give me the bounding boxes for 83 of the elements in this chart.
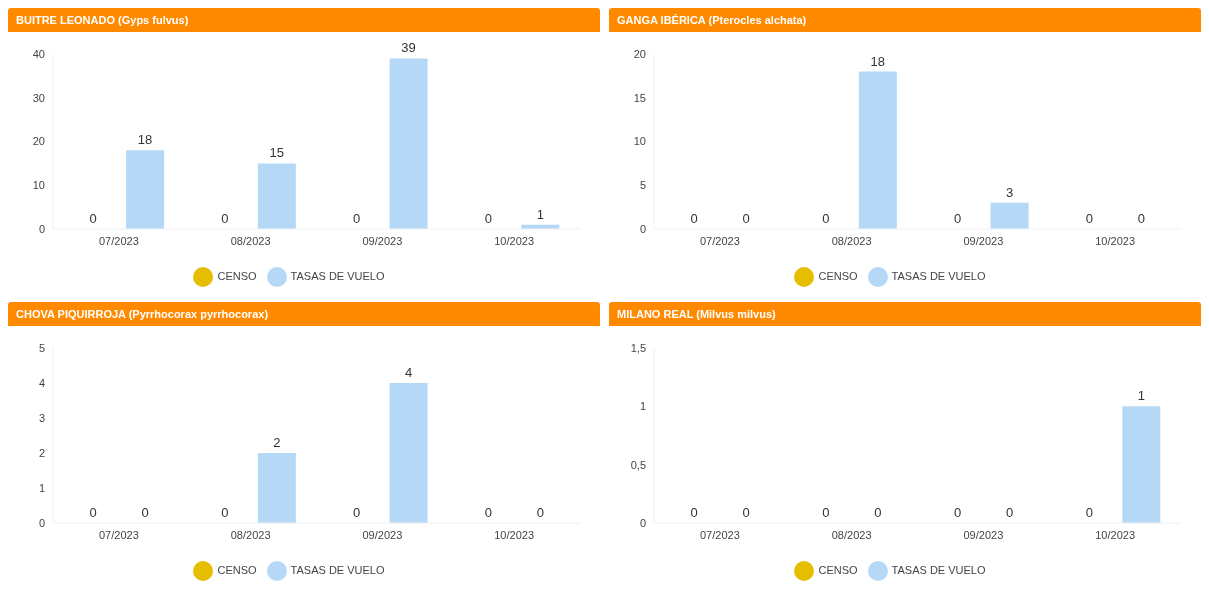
x-tick-label: 08/2023 [230,234,271,247]
data-label: 0 [352,210,361,226]
data-label: 0 [822,504,830,520]
y-tick-label: 0 [38,516,45,529]
y-tick-label: 20 [32,135,45,148]
data-label: 0 [690,504,698,520]
y-tick-label: 1,5 [630,341,646,354]
x-tick-label: 10/2023 [494,528,535,541]
legend-label: CENSO [217,563,257,576]
x-tick-label: 09/2023 [362,528,403,541]
x-tick-label: 08/2023 [831,234,872,247]
x-tick-label: 09/2023 [963,528,1004,541]
data-label: 18 [137,132,153,148]
data-label: 0 [742,210,750,226]
data-label: 0 [89,504,97,520]
data-label: 39 [401,40,416,56]
data-label: 0 [822,210,830,226]
y-tick-label: 0 [639,516,646,529]
x-tick-label: 07/2023 [98,234,139,247]
data-label: 2 [273,435,281,450]
data-label: 0 [141,504,149,520]
y-tick-label: 0 [639,222,646,235]
data-label: 0 [1005,504,1014,520]
chart-title: BUITRE LEONADO (Gyps fulvus) [8,8,600,32]
data-label: 0 [221,504,229,520]
legend-label: TASAS DE VUELO [290,269,385,282]
data-label: 0 [484,210,492,226]
x-tick-label: 10/2023 [494,234,535,247]
y-tick-label: 1 [639,400,646,413]
data-label: 0 [953,210,962,226]
y-tick-label: 3 [38,411,45,424]
data-label: 1 [1137,388,1145,404]
legend-label: CENSO [217,269,257,282]
y-tick-label: 40 [32,47,45,60]
y-tick-label: 5 [639,179,646,192]
legend-label: TASAS DE VUELO [891,563,986,576]
data-label: 0 [1137,210,1145,226]
data-label: 0 [484,504,492,520]
data-label: 0 [221,210,229,226]
x-tick-label: 07/2023 [699,528,740,541]
data-label: 0 [874,504,882,520]
bar [257,163,296,229]
data-label: 3 [1005,184,1014,200]
y-tick-label: 5 [38,341,45,354]
data-label: 15 [269,145,285,161]
chart-title: MILANO REAL (Milvus milvus) [609,302,1201,326]
x-tick-label: 10/2023 [1095,528,1136,541]
x-tick-label: 09/2023 [963,234,1004,247]
data-label: 0 [536,504,544,520]
x-tick-label: 09/2023 [362,234,403,247]
x-tick-label: 08/2023 [230,528,271,541]
data-label: 0 [1085,504,1093,520]
data-label: 18 [870,53,886,69]
legend-label: CENSO [818,269,858,282]
data-label: 0 [1085,210,1093,226]
legend-label: TASAS DE VUELO [891,269,986,282]
data-label: 0 [742,504,750,520]
chart-title: CHOVA PIQUIRROJA (Pyrrhocorax pyrrhocorax) [8,302,600,326]
y-tick-label: 0,5 [630,458,646,471]
data-label: 0 [690,210,698,226]
legend-label: TASAS DE VUELO [290,563,385,576]
x-tick-label: 07/2023 [98,528,139,541]
x-tick-label: 07/2023 [699,234,740,247]
bar [126,150,165,229]
data-label: 4 [404,365,413,380]
x-tick-label: 10/2023 [1095,234,1136,247]
y-tick-label: 2 [38,446,45,459]
data-label: 0 [352,504,361,520]
y-tick-label: 30 [32,91,45,104]
bar [389,58,428,229]
data-label: 1 [536,206,544,222]
y-tick-label: 15 [633,91,646,104]
y-tick-label: 0 [38,222,45,235]
y-tick-label: 10 [633,135,646,148]
data-label: 0 [89,210,97,226]
x-tick-label: 08/2023 [831,528,872,541]
y-tick-label: 1 [38,481,45,494]
y-tick-label: 10 [32,179,45,192]
data-label: 0 [953,504,962,520]
y-tick-label: 4 [38,376,45,389]
legend-label: CENSO [818,563,858,576]
chart-title: GANGA IBÉRICA (Pterocles alchata) [609,8,1201,32]
y-tick-label: 20 [633,47,646,60]
